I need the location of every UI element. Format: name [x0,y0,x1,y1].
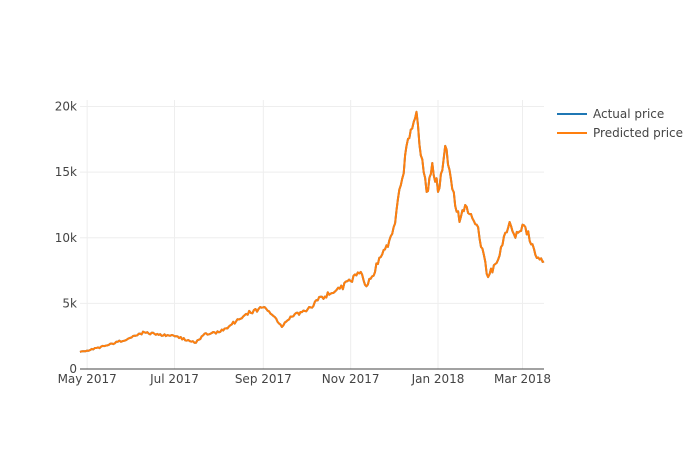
legend[interactable]: Actual price Predicted price [557,107,683,140]
y-tick-label: 15k [55,165,77,179]
y-tick-label: 0 [69,362,77,376]
x-tick-label: Sep 2017 [235,372,292,386]
x-tick-label: Nov 2017 [322,372,380,386]
y-tick-label: 5k [62,296,77,310]
x-tick-label: May 2017 [58,372,117,386]
x-tick-label: Jan 2018 [411,372,465,386]
legend-item-1[interactable]: Actual price [557,107,664,121]
grid-lines [80,100,544,369]
axis-layer: 0 5k 10k 15k 20k May 2017 Jul 2017 Sep 2017 Nov … [55,100,551,386]
series-layer [79,110,545,353]
legend-label: Actual price [593,107,664,121]
series-line-1 [79,110,545,353]
series-line-2 [79,110,545,353]
x-tick-label: Jul 2017 [149,372,199,386]
legend-item-2[interactable]: Predicted price [557,126,683,140]
y-tick-label: 20k [55,100,77,114]
legend-label: Predicted price [593,126,683,140]
x-tick-label: Mar 2018 [494,372,551,386]
y-tick-label: 10k [55,231,77,245]
